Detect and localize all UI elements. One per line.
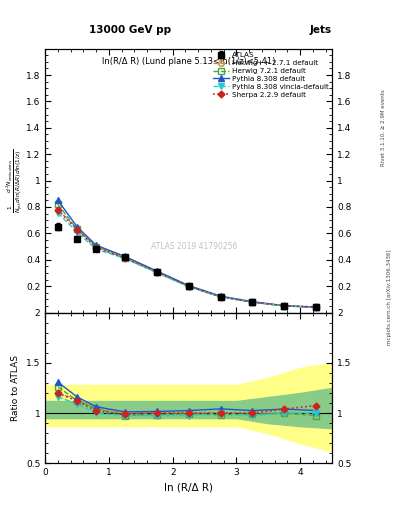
X-axis label: ln (R/Δ R): ln (R/Δ R) bbox=[164, 483, 213, 493]
Text: Rivet 3.1.10, ≥ 2.9M events: Rivet 3.1.10, ≥ 2.9M events bbox=[381, 90, 386, 166]
Text: Jets: Jets bbox=[310, 25, 332, 35]
Y-axis label: $\frac{1}{N_{\rm jet}}\frac{d^{2}N_{\rm emissions}}{d\ln(R/\Delta R)\,d\ln(1/z)}: $\frac{1}{N_{\rm jet}}\frac{d^{2}N_{\rm … bbox=[4, 148, 25, 212]
Text: mcplots.cern.ch [arXiv:1306.3436]: mcplots.cern.ch [arXiv:1306.3436] bbox=[387, 249, 391, 345]
Text: 13000 GeV pp: 13000 GeV pp bbox=[89, 25, 171, 35]
Legend: ATLAS, Herwig++ 2.7.1 default, Herwig 7.2.1 default, Pythia 8.308 default, Pythi: ATLAS, Herwig++ 2.7.1 default, Herwig 7.… bbox=[211, 51, 330, 99]
Y-axis label: Ratio to ATLAS: Ratio to ATLAS bbox=[11, 355, 20, 421]
Text: ln(R/Δ R) (Lund plane 5.13<ln(1/z)<5.41): ln(R/Δ R) (Lund plane 5.13<ln(1/z)<5.41) bbox=[102, 56, 275, 66]
Text: ATLAS 2019 41790256: ATLAS 2019 41790256 bbox=[151, 242, 237, 251]
